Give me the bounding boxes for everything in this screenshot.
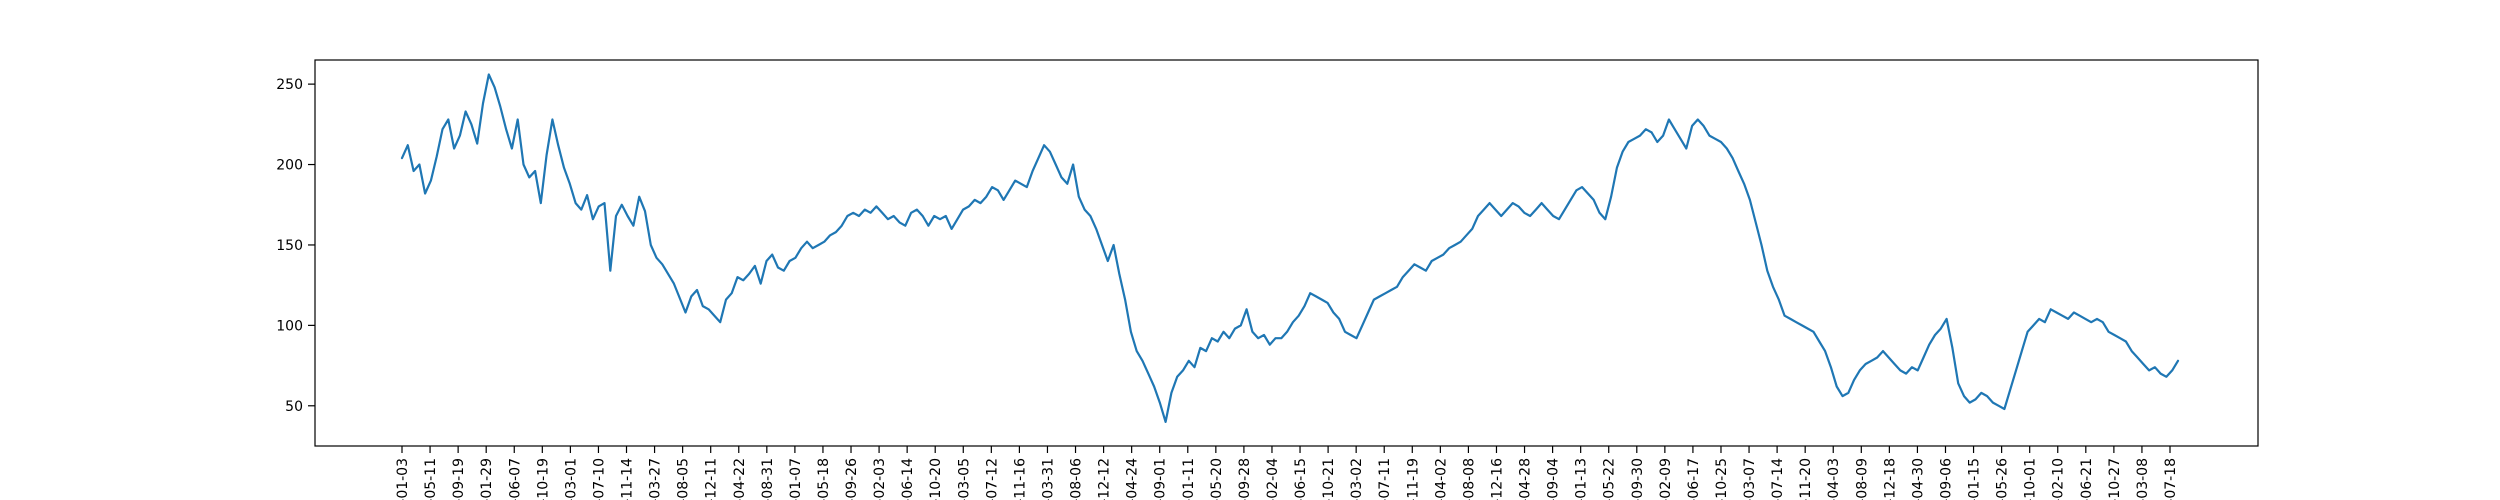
x-tick-label: -01-03 [395, 458, 411, 500]
x-tick-label: -04-03 [1826, 458, 1842, 500]
x-tick-label: -07-12 [984, 458, 1000, 500]
x-tick-label: -07-11 [1377, 458, 1393, 500]
x-tick-label: -08-06 [1069, 458, 1085, 500]
x-tick-label: -01-11 [1181, 458, 1197, 500]
x-tick-label: -02-09 [1658, 458, 1674, 500]
x-tick-label: -12-12 [1097, 458, 1113, 500]
x-tick-label: -05-18 [816, 458, 832, 500]
x-tick-label: -06-17 [1686, 458, 1702, 500]
x-tick-label: -03-01 [563, 458, 579, 500]
x-tick-label: -01-15 [1967, 458, 1983, 500]
y-tick-label: 250 [276, 77, 303, 93]
x-tick-label: -02-04 [1265, 458, 1281, 500]
x-tick-label: -01-29 [479, 458, 495, 500]
y-tick-label: 100 [276, 318, 303, 334]
x-tick-label: -11-14 [620, 458, 636, 500]
x-tick-label: -09-19 [451, 458, 467, 500]
x-tick-label: -09-01 [1153, 458, 1169, 500]
x-tick-label: -06-07 [507, 458, 523, 500]
y-tick-label: 200 [276, 158, 303, 174]
x-tick-label: -12-11 [704, 458, 720, 500]
x-tick-label: -10-20 [928, 458, 944, 500]
y-tick-label: 150 [276, 238, 303, 254]
x-tick-label: -05-20 [1209, 458, 1225, 500]
x-tick-label: -08-08 [1461, 458, 1477, 500]
x-tick-label: -10-27 [2107, 458, 2123, 500]
y-axis: 50 100 150 200 250 [276, 77, 315, 415]
plot-area [314, 59, 2259, 447]
x-tick-label: -04-30 [1910, 458, 1926, 500]
x-tick-label: -09-28 [1237, 458, 1253, 500]
x-tick-label: -10-19 [535, 458, 551, 500]
x-tick-label: -09-06 [1938, 458, 1954, 500]
x-tick-label: -03-31 [1040, 458, 1056, 500]
x-tick-label: -09-26 [844, 458, 860, 500]
x-tick-label: -01-07 [788, 458, 804, 500]
x-tick-label: -11-19 [1405, 458, 1421, 500]
x-tick-label: -01-13 [1574, 458, 1590, 500]
series-layer [400, 73, 2180, 423]
x-tick-label: -04-24 [1125, 458, 1141, 500]
x-tick-label: -06-14 [900, 458, 916, 500]
x-tick-label: -05-26 [1995, 458, 2011, 500]
x-tick-label: -11-20 [1798, 458, 1814, 500]
x-tick-label: -03-02 [1349, 458, 1365, 500]
x-tick-label: -04-02 [1433, 458, 1449, 500]
x-tick-label: -09-30 [1630, 458, 1646, 500]
x-tick-label: -03-07 [1742, 458, 1758, 500]
x-tick-label: -02-10 [2051, 458, 2067, 500]
x-tick-label: -10-25 [1714, 458, 1730, 500]
x-tick-label: -03-08 [2135, 458, 2151, 500]
x-tick-label: -07-14 [1770, 458, 1786, 500]
x-axis: -01-03 -05-11 -09-19 -01-29 -06-07 -10-19 -03-… [395, 446, 2179, 500]
x-tick-label: -08-09 [1854, 458, 1870, 500]
x-tick-label: -02-03 [872, 458, 888, 500]
y-tick-label: 50 [285, 399, 303, 415]
x-tick-label: -06-15 [1293, 458, 1309, 500]
x-tick-label: -03-27 [648, 458, 664, 500]
x-tick-label: -07-18 [2163, 458, 2179, 500]
plot-frame [314, 59, 2259, 447]
series-line [400, 73, 2180, 423]
x-tick-label: -10-21 [1321, 458, 1337, 500]
x-tick-label: -06-21 [2079, 458, 2095, 500]
x-tick-label: -05-11 [423, 458, 439, 500]
x-tick-label: -10-01 [2023, 458, 2039, 500]
x-tick-label: -05-22 [1602, 458, 1618, 500]
x-tick-label: -04-28 [1518, 458, 1534, 500]
x-tick-label: -08-31 [760, 458, 776, 500]
x-tick-label: -12-16 [1489, 458, 1505, 500]
x-tick-label: -04-22 [732, 458, 748, 500]
x-tick-label: -08-05 [676, 458, 692, 500]
x-tick-label: -12-18 [1882, 458, 1898, 500]
x-tick-label: -03-05 [956, 458, 972, 500]
x-tick-label: -11-16 [1012, 458, 1028, 500]
x-tick-label: -07-10 [591, 458, 607, 500]
x-tick-label: -09-04 [1546, 458, 1562, 500]
